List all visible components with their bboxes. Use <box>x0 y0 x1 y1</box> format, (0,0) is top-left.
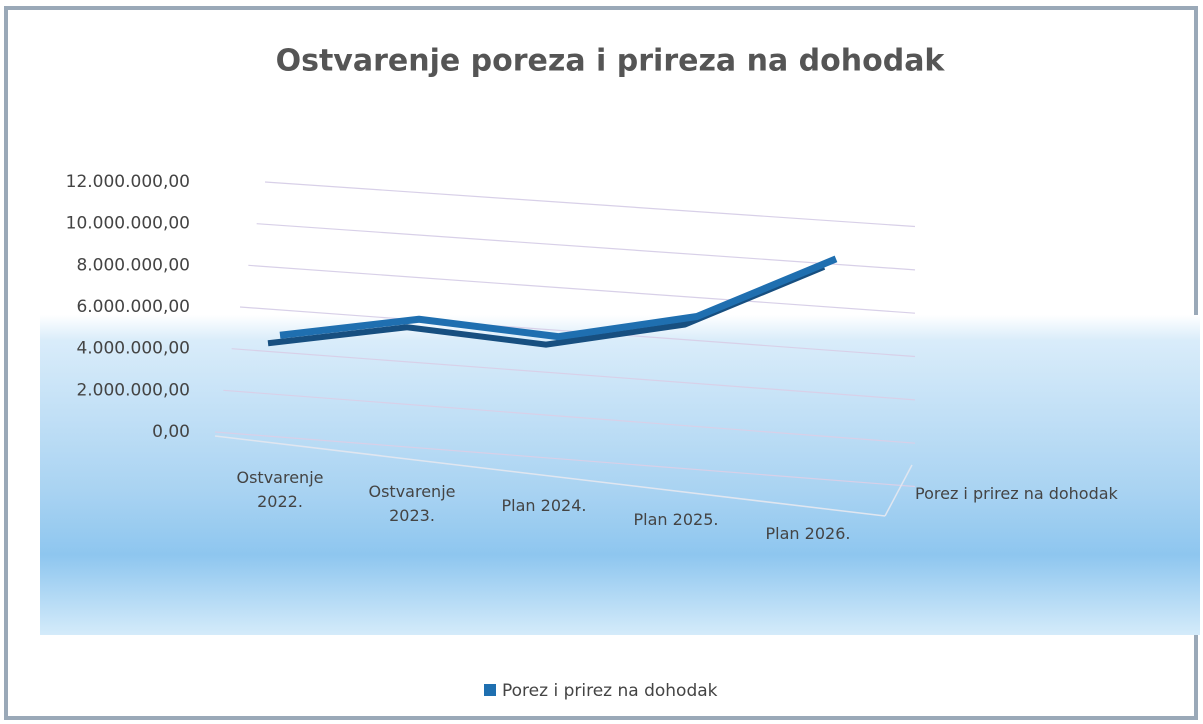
grid-line <box>264 181 916 228</box>
grid-line <box>256 223 916 271</box>
x-tick-label: Plan 2026. <box>765 524 851 543</box>
legend: Porez i prirez na dohodak <box>484 681 718 701</box>
grid-line <box>214 431 916 488</box>
x-tick-label: Ostvarenje 2023. <box>368 482 456 525</box>
y-tick-label: 6.000.000,00 <box>76 297 190 317</box>
y-tick-label: 4.000.000,00 <box>76 339 190 359</box>
y-tick-label: 8.000.000,00 <box>76 255 190 275</box>
grid-line <box>248 264 916 314</box>
grid-line <box>231 348 916 401</box>
y-tick-label: 2.000.000,00 <box>76 380 190 400</box>
chart-title: Ostvarenje poreza i prireza na dohodak <box>276 44 946 79</box>
x-tick-label: Ostvarenje 2022. <box>236 468 324 511</box>
floor-edge <box>214 435 886 517</box>
depth-axis-label: Porez i prirez na dohodak <box>915 484 1118 503</box>
line <box>279 255 838 341</box>
plot-background <box>40 315 1200 635</box>
x-tick-label: Plan 2025. <box>633 510 719 529</box>
depth-edge <box>884 464 913 517</box>
legend-label: Porez i prirez na dohodak <box>502 681 718 701</box>
y-tick-label: 12.000.000,00 <box>66 172 190 192</box>
legend-swatch <box>484 684 496 696</box>
grid-line <box>223 389 916 444</box>
y-tick-label: 10.000.000,00 <box>66 214 190 234</box>
y-tick-label: 0,00 <box>152 422 190 442</box>
x-tick-label: Plan 2024. <box>501 496 587 515</box>
